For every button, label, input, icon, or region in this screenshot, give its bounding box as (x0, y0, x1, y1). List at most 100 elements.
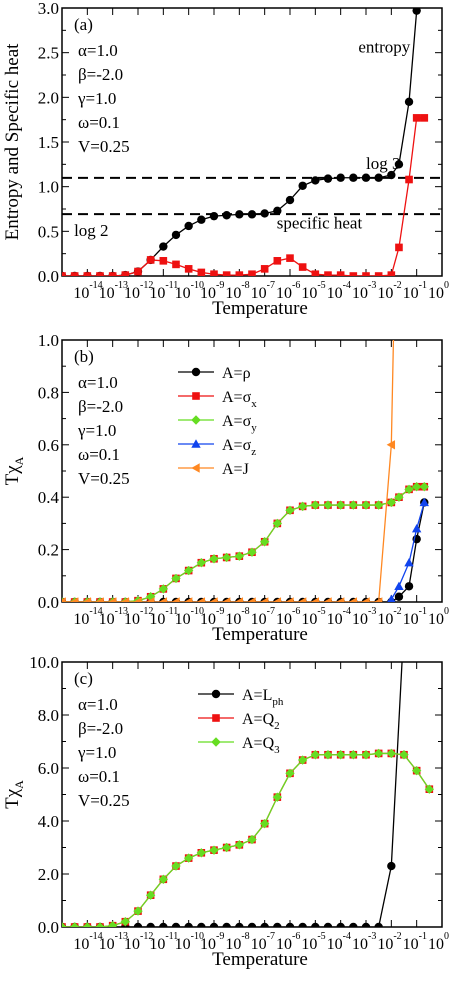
series-3-point (323, 500, 333, 510)
y-tick-label: 0.6 (38, 436, 59, 455)
x-tick-exponent: -10 (191, 606, 204, 617)
parameter-label: γ=1.0 (77, 89, 116, 108)
series-1-point (361, 173, 371, 182)
x-tick-label: 10 (352, 611, 368, 628)
series-3-point (196, 558, 207, 568)
series-1-point (323, 922, 333, 927)
x-tick-label: 10 (225, 611, 241, 628)
x-tick-label: 10 (149, 611, 165, 628)
y-tick-label: 6.0 (38, 759, 59, 778)
series-1-point (323, 174, 333, 183)
panel-label: (a) (74, 15, 93, 34)
chart-panel-2: 0.00.20.40.60.81.010-1410-1310-1210-1110… (2, 331, 449, 645)
series-3-point (209, 845, 219, 855)
panel-label: (c) (74, 669, 93, 688)
series-5-point (145, 597, 155, 602)
x-tick-exponent: -7 (267, 931, 275, 942)
series-3-point (323, 750, 333, 760)
series-5-point (69, 597, 79, 602)
series-5-point (196, 597, 206, 602)
series-5-point (234, 597, 244, 602)
series-4-point (394, 581, 404, 590)
series-2-point (108, 272, 117, 276)
x-tick-exponent: 0 (444, 606, 449, 617)
x-axis-title: Temperature (212, 298, 308, 319)
series-5-point (95, 597, 104, 602)
series-3-point (183, 565, 194, 576)
series-2-point (70, 272, 79, 276)
x-tick-label: 10 (124, 611, 140, 628)
x-tick-exponent: -12 (140, 280, 153, 291)
series-2-point (273, 257, 282, 265)
series-1-point (311, 922, 320, 927)
x-tick-label: 10 (200, 611, 216, 628)
x-tick-label: 10 (377, 285, 393, 302)
x-tick-exponent: -6 (292, 606, 300, 617)
series-3-point (272, 518, 283, 529)
series-1-point (273, 206, 282, 215)
series-5-point (386, 440, 396, 450)
series-1-point (260, 922, 269, 927)
series-2-point (121, 271, 130, 276)
x-tick-label: 10 (251, 611, 267, 628)
series-2-point (349, 272, 358, 276)
series-2-point (222, 271, 231, 276)
series-3-point (247, 834, 257, 845)
x-tick-exponent: -10 (191, 931, 204, 942)
series-3-point (285, 768, 295, 778)
y-tick-label: 0.0 (38, 593, 59, 612)
parameter-label: β=-2.0 (78, 397, 123, 416)
series-2-point (83, 272, 92, 276)
x-tick-label: 10 (276, 611, 292, 628)
series-1-point (260, 209, 269, 218)
parameter-label: γ=1.0 (77, 743, 116, 762)
series-1-point (159, 242, 168, 251)
series-1-point (298, 181, 307, 190)
legend-label: A=ρ (222, 365, 251, 382)
series-2-point (184, 265, 193, 273)
series-1-point (387, 170, 396, 180)
x-tick-label: 10 (124, 285, 140, 302)
series-3-point (171, 861, 181, 871)
y-tick-label: 0.4 (38, 488, 60, 507)
series-5-point (272, 597, 282, 602)
x-tick-exponent: -8 (241, 606, 249, 617)
series-2-point (395, 243, 403, 252)
x-tick-exponent: -11 (165, 280, 178, 291)
series-1-point (285, 922, 295, 927)
series-2-point (412, 114, 421, 122)
series-1-point (285, 195, 295, 205)
legend-label: A=Q3 (242, 735, 280, 756)
series-3-point (221, 552, 232, 563)
x-tick-exponent: -3 (368, 931, 376, 942)
series-3-point (158, 874, 169, 884)
series-1-point (374, 922, 383, 927)
series-3-point (310, 500, 321, 510)
series-line-3 (62, 486, 425, 602)
y-tick-label: 8.0 (38, 706, 59, 725)
x-tick-label: 10 (251, 936, 267, 953)
reference-line-label: log 2 (74, 221, 108, 240)
x-tick-label: 10 (377, 611, 393, 628)
series-5-point (209, 597, 218, 602)
series-line-2 (62, 486, 425, 602)
x-tick-label: 10 (99, 611, 115, 628)
annotation: entropy (358, 38, 410, 57)
x-tick-exponent: -9 (216, 931, 224, 942)
parameter-label: V=0.25 (78, 469, 130, 488)
series-3-point (171, 573, 181, 584)
legend-marker (191, 439, 201, 448)
x-tick-label: 10 (352, 936, 368, 953)
series-4-point (411, 523, 422, 533)
series-2-point (405, 175, 413, 184)
series-1-point (374, 173, 383, 182)
x-tick-exponent: -14 (89, 606, 102, 617)
series-3-point (95, 922, 105, 927)
series-3-point (158, 584, 169, 594)
series-1-point (247, 210, 257, 219)
x-tick-exponent: -2 (393, 606, 401, 617)
parameter-label: ω=0.1 (78, 767, 120, 786)
x-tick-exponent: -8 (241, 280, 249, 291)
